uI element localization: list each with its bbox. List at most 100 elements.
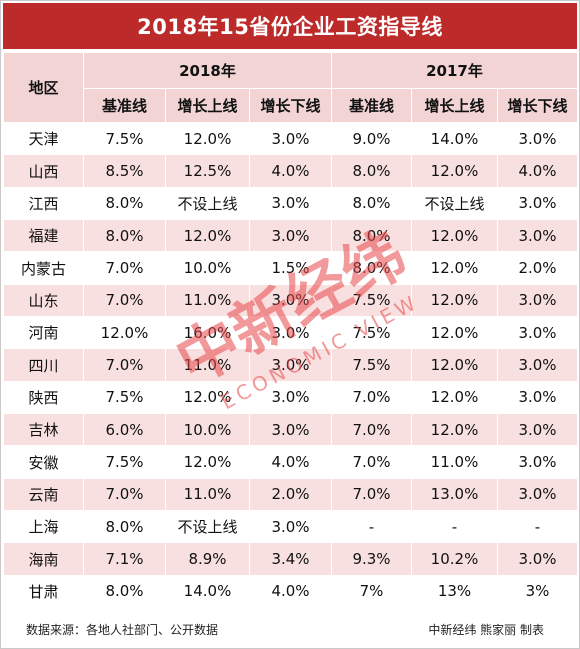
table-row: 甘肃 8.0% 14.0% 4.0% 7% 13% 3% bbox=[3, 574, 578, 609]
table-row: 河南 12.0% 16.0% 3.0% 7.5% 12.0% 3.0% bbox=[3, 316, 578, 350]
region-cell: 安徽 bbox=[3, 445, 84, 479]
region-cell: 上海 bbox=[3, 510, 84, 544]
region-cell: 甘肃 bbox=[3, 574, 84, 609]
value-cell: 3.0% bbox=[497, 283, 578, 318]
value-cell: 7.0% bbox=[83, 251, 166, 285]
value-cell: 12.0% bbox=[411, 348, 498, 382]
value-cell: - bbox=[331, 510, 412, 544]
table-row: 四川 7.0% 11.0% 3.0% 7.5% 12.0% 3.0% bbox=[3, 348, 578, 382]
region-cell: 山西 bbox=[3, 154, 84, 188]
value-cell: 3% bbox=[497, 574, 578, 609]
region-cell: 江西 bbox=[3, 186, 84, 221]
region-cell: 吉林 bbox=[3, 413, 84, 447]
value-cell: 3.0% bbox=[497, 542, 578, 576]
table-row: 内蒙古 7.0% 10.0% 1.5% 8.0% 12.0% 2.0% bbox=[3, 251, 578, 285]
value-cell: 12.0% bbox=[411, 380, 498, 415]
value-cell: 3.0% bbox=[497, 219, 578, 253]
value-cell: 3.0% bbox=[497, 477, 578, 512]
header-row-years: 地区 2018年 2017年 bbox=[3, 52, 578, 123]
table-row: 吉林 6.0% 10.0% 3.0% 7.0% 12.0% 3.0% bbox=[3, 413, 578, 447]
col-2017-upper: 增长上线 bbox=[411, 88, 498, 123]
table-row: 天津 7.5% 12.0% 3.0% 9.0% 14.0% 3.0% bbox=[3, 121, 578, 156]
value-cell: 1.5% bbox=[249, 251, 332, 285]
value-cell: 7.0% bbox=[331, 477, 412, 512]
region-cell: 四川 bbox=[3, 348, 84, 382]
value-cell: 7.0% bbox=[331, 413, 412, 447]
value-cell: 8.5% bbox=[83, 154, 166, 188]
value-cell: - bbox=[411, 510, 498, 544]
value-cell: 8.0% bbox=[83, 574, 166, 609]
value-cell: 11.0% bbox=[165, 283, 250, 318]
value-cell: 3.0% bbox=[249, 121, 332, 156]
value-cell: 12.0% bbox=[411, 154, 498, 188]
region-cell: 云南 bbox=[3, 477, 84, 512]
value-cell: 12.0% bbox=[165, 445, 250, 479]
value-cell: 7.1% bbox=[83, 542, 166, 576]
value-cell: 7.5% bbox=[83, 445, 166, 479]
value-cell: 7.0% bbox=[331, 445, 412, 479]
value-cell: 3.0% bbox=[249, 219, 332, 253]
value-cell: 7.0% bbox=[331, 380, 412, 415]
value-cell: 7.5% bbox=[83, 121, 166, 156]
value-cell: 9.3% bbox=[331, 542, 412, 576]
value-cell: 7.5% bbox=[83, 380, 166, 415]
region-cell: 内蒙古 bbox=[3, 251, 84, 285]
value-cell: 3.0% bbox=[497, 316, 578, 350]
value-cell: 不设上线 bbox=[411, 186, 498, 221]
region-cell: 福建 bbox=[3, 219, 84, 253]
value-cell: 8.0% bbox=[331, 219, 412, 253]
value-cell: 4.0% bbox=[249, 445, 332, 479]
value-cell: 3.0% bbox=[497, 348, 578, 382]
region-cell: 河南 bbox=[3, 316, 84, 350]
table-row: 江西 8.0% 不设上线 3.0% 8.0% 不设上线 3.0% bbox=[3, 186, 578, 221]
col-2017-lower: 增长下线 bbox=[497, 88, 578, 123]
value-cell: 8.0% bbox=[331, 154, 412, 188]
year-2017-header: 2017年 bbox=[331, 52, 578, 89]
value-cell: 7.5% bbox=[331, 316, 412, 350]
table-row: 海南 7.1% 8.9% 3.4% 9.3% 10.2% 3.0% bbox=[3, 542, 578, 576]
region-cell: 陕西 bbox=[3, 380, 84, 415]
value-cell: 3.0% bbox=[497, 413, 578, 447]
value-cell: 不设上线 bbox=[165, 186, 250, 221]
value-cell: 10.2% bbox=[411, 542, 498, 576]
region-header: 地区 bbox=[3, 52, 84, 123]
region-cell: 天津 bbox=[3, 121, 84, 156]
value-cell: 8.0% bbox=[83, 219, 166, 253]
value-cell: - bbox=[497, 510, 578, 544]
col-2018-baseline: 基准线 bbox=[83, 88, 166, 123]
value-cell: 16.0% bbox=[165, 316, 250, 350]
value-cell: 7.0% bbox=[83, 348, 166, 382]
value-cell: 7% bbox=[331, 574, 412, 609]
table-title: 2018年15省份企业工资指导线 bbox=[3, 3, 577, 49]
value-cell: 14.0% bbox=[411, 121, 498, 156]
value-cell: 11.0% bbox=[165, 348, 250, 382]
col-2018-upper: 增长上线 bbox=[165, 88, 250, 123]
value-cell: 7.0% bbox=[83, 477, 166, 512]
value-cell: 12.0% bbox=[165, 380, 250, 415]
value-cell: 12.0% bbox=[411, 219, 498, 253]
value-cell: 12.0% bbox=[165, 219, 250, 253]
value-cell: 4.0% bbox=[249, 154, 332, 188]
data-source-note: 数据来源：各地人社部门、公开数据 bbox=[26, 623, 219, 637]
value-cell: 12.5% bbox=[165, 154, 250, 188]
value-cell: 3.0% bbox=[497, 380, 578, 415]
value-cell: 4.0% bbox=[497, 154, 578, 188]
col-2017-baseline: 基准线 bbox=[331, 88, 412, 123]
value-cell: 6.0% bbox=[83, 413, 166, 447]
table-row: 山东 7.0% 11.0% 3.0% 7.5% 12.0% 3.0% bbox=[3, 283, 578, 318]
value-cell: 11.0% bbox=[411, 445, 498, 479]
table-row: 云南 7.0% 11.0% 2.0% 7.0% 13.0% 3.0% bbox=[3, 477, 578, 512]
value-cell: 8.0% bbox=[83, 510, 166, 544]
value-cell: 13% bbox=[411, 574, 498, 609]
credit-note: 中新经纬 熊家丽 制表 bbox=[428, 623, 544, 637]
value-cell: 7.0% bbox=[83, 283, 166, 318]
year-2018-header: 2018年 bbox=[83, 52, 332, 89]
value-cell: 4.0% bbox=[249, 574, 332, 609]
value-cell: 3.0% bbox=[249, 283, 332, 318]
value-cell: 12.0% bbox=[165, 121, 250, 156]
value-cell: 3.4% bbox=[249, 542, 332, 576]
value-cell: 8.0% bbox=[83, 186, 166, 221]
value-cell: 12.0% bbox=[411, 283, 498, 318]
value-cell: 8.9% bbox=[165, 542, 250, 576]
col-2018-lower: 增长下线 bbox=[249, 88, 332, 123]
